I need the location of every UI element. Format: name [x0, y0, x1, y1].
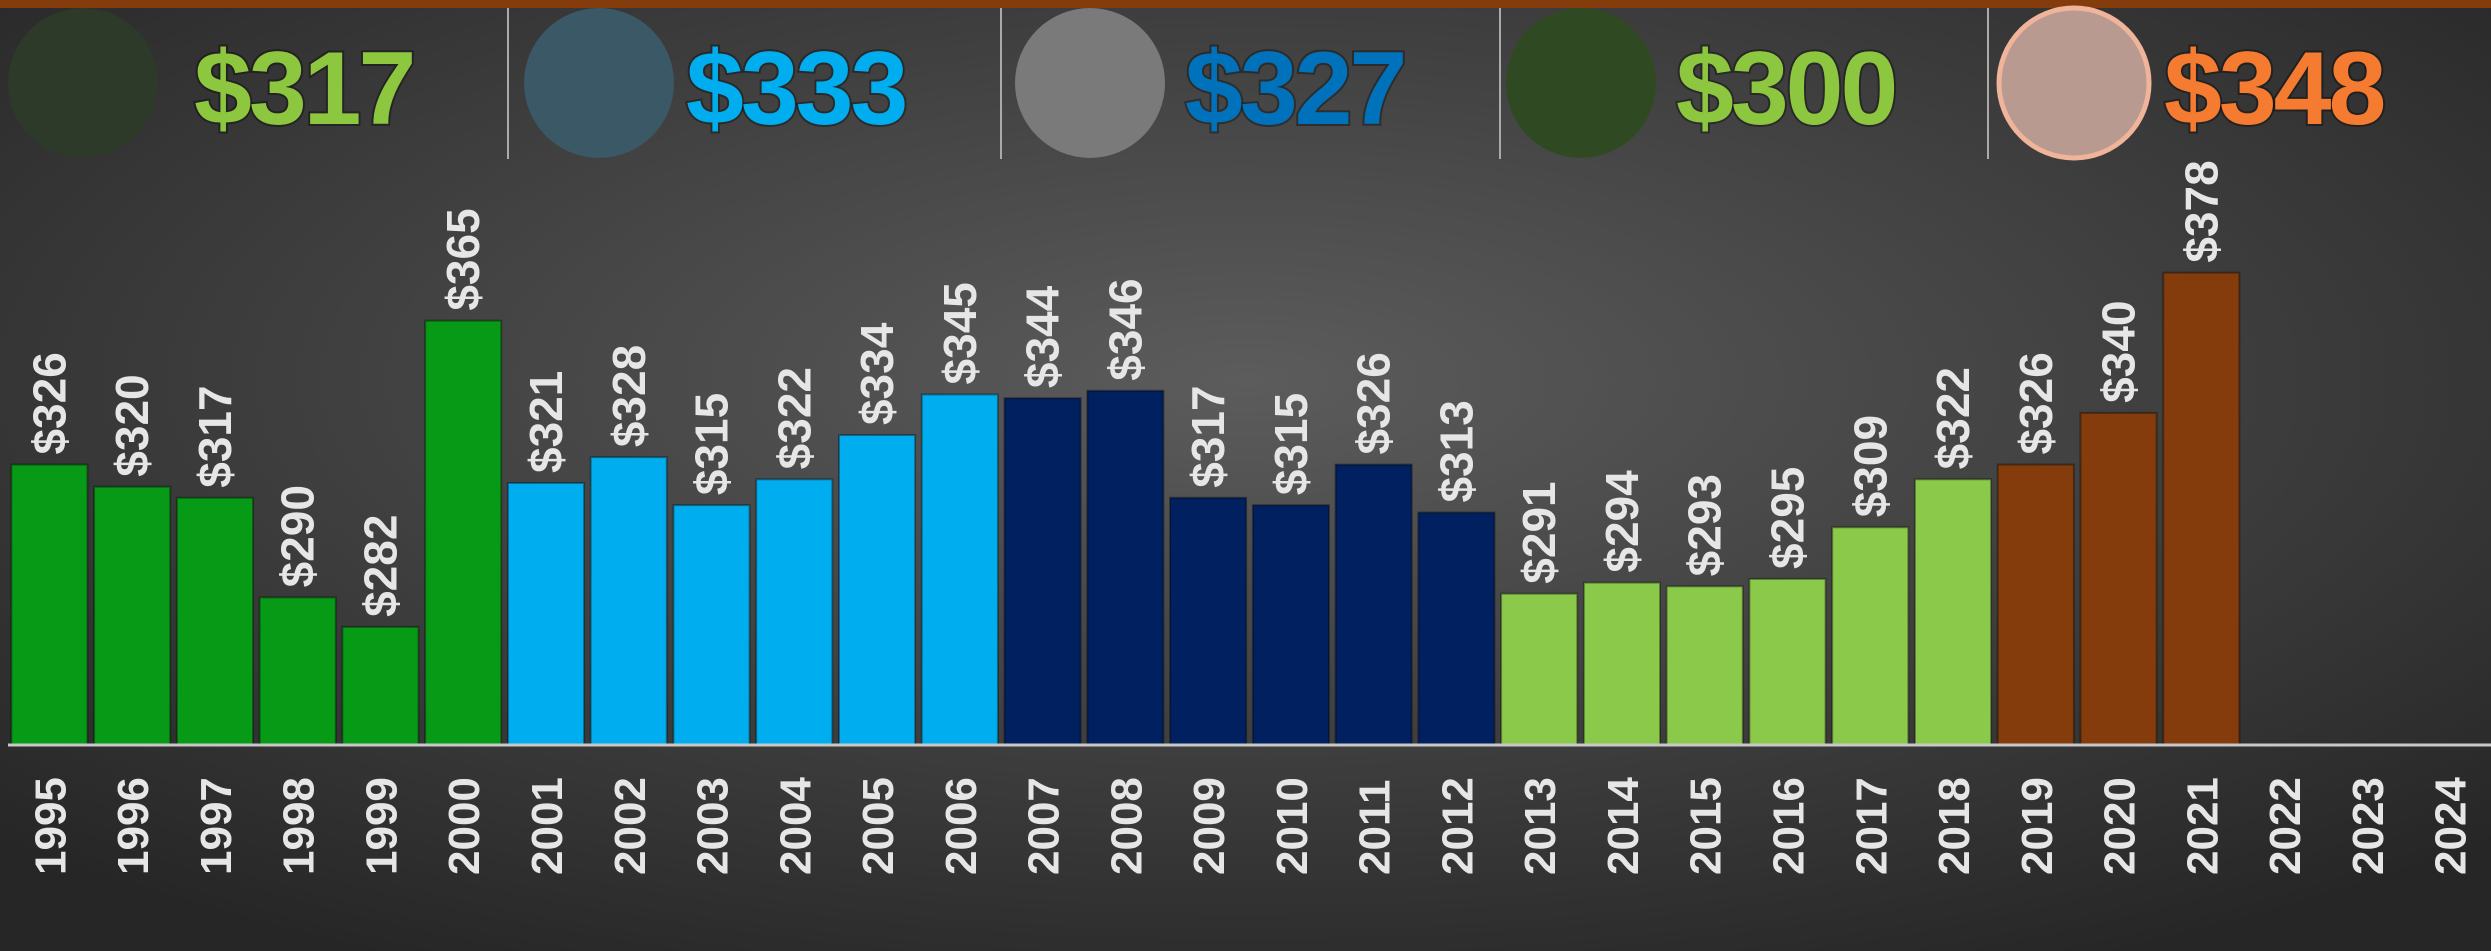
x-tick-label: 2024 [2427, 777, 2476, 875]
x-tick-label: 1998 [275, 777, 324, 875]
x-tick-label: 2006 [937, 777, 986, 875]
term-average: $348 [2164, 31, 2384, 147]
bar [1169, 496, 1248, 746]
x-tick-label: 2012 [1433, 777, 1482, 875]
bar [93, 485, 172, 746]
value-label: $334 [851, 322, 903, 425]
president-photo [8, 8, 158, 158]
bar [1582, 581, 1662, 747]
president-photo [524, 8, 674, 158]
x-tick-label: 1995 [26, 777, 75, 875]
x-tick-label: 1996 [109, 777, 158, 875]
bar [506, 482, 586, 746]
x-tick-label: 2007 [1020, 777, 1069, 875]
value-label: $294 [1596, 470, 1648, 573]
bar [1831, 526, 1910, 746]
bar [1334, 463, 1413, 746]
x-tick-label: 2015 [1682, 777, 1731, 875]
value-label: $326 [1348, 352, 1400, 454]
bar [755, 478, 834, 746]
value-label: $295 [1761, 467, 1813, 569]
value-label: $378 [2175, 160, 2227, 262]
value-label: $346 [1099, 278, 1151, 380]
photos [8, 5, 2152, 161]
value-label: $340 [2093, 301, 2145, 403]
x-tick-label: 2011 [1351, 780, 1400, 875]
value-label: $291 [1513, 481, 1565, 583]
bar [672, 504, 751, 746]
bar [1748, 577, 1827, 747]
president-photo [1015, 8, 1165, 158]
bar [1500, 592, 1579, 747]
x-tick-label: 2010 [1268, 777, 1317, 875]
president-photo [1996, 5, 2152, 161]
value-label: $320 [106, 374, 158, 476]
x-tick-label: 1997 [192, 777, 241, 875]
bar [2162, 271, 2241, 746]
bar [10, 463, 89, 746]
value-label: $317 [189, 385, 241, 487]
value-label: $322 [1927, 367, 1979, 469]
value-label: $322 [768, 367, 820, 469]
x-tick-label: 2014 [1599, 777, 1648, 875]
bar [920, 393, 999, 746]
value-label: $313 [1430, 400, 1482, 502]
x-tick-label: 2020 [2096, 777, 2145, 875]
bar [1417, 511, 1496, 747]
value-label: $328 [603, 345, 655, 447]
value-label: $290 [272, 485, 324, 587]
bar [341, 625, 420, 746]
x-tick-label: 2017 [1847, 777, 1896, 875]
bar [2079, 411, 2158, 746]
x-tick-label: 2003 [689, 777, 738, 875]
bar [1913, 478, 1993, 746]
term-average: $300 [1676, 31, 1895, 147]
x-tick-label: 2009 [1185, 777, 1234, 875]
value-label: $326 [2010, 352, 2062, 454]
x-tick-label: 2002 [606, 777, 655, 875]
x-tick-label: 2023 [2344, 777, 2393, 875]
bar [589, 456, 668, 746]
value-label: $315 [686, 393, 738, 495]
bar [1996, 463, 2075, 746]
x-tick-label: 2021 [2178, 777, 2227, 875]
x-tick-label: 2001 [523, 777, 572, 875]
dividers [507, 8, 1989, 159]
value-label: $365 [437, 208, 489, 310]
x-tick-label: 2019 [2013, 777, 2062, 875]
x-tick-label: 2018 [1930, 777, 1979, 875]
term-average: $327 [1185, 31, 1404, 147]
term-average: $333 [686, 31, 906, 147]
bar [1665, 585, 1744, 747]
bar [1086, 389, 1165, 746]
value-label: $344 [1017, 285, 1069, 388]
value-label: $315 [1265, 393, 1317, 495]
value-label: $317 [1182, 385, 1234, 487]
value-label: $309 [1844, 415, 1896, 517]
bar [424, 319, 503, 746]
term-average: $317 [194, 31, 413, 147]
x-tick-label: 2004 [771, 777, 820, 875]
x-tick-label: 1999 [357, 777, 406, 875]
top-bar [0, 0, 2491, 8]
value-label: $293 [1679, 474, 1731, 576]
bar [837, 434, 917, 746]
x-tick-label: 2008 [1102, 777, 1151, 875]
value-label: $282 [354, 515, 406, 617]
bar [258, 596, 337, 747]
bar [1251, 504, 1330, 746]
bar [175, 496, 254, 746]
x-tick-label: 2022 [2261, 777, 2310, 875]
x-tick-label: 2005 [854, 777, 903, 875]
value-label: $326 [23, 352, 75, 454]
x-tick-label: 2013 [1516, 777, 1565, 875]
president-photo [1506, 8, 1656, 158]
x-tick-label: 2000 [440, 777, 489, 875]
bar [1003, 397, 1082, 746]
value-label: $321 [520, 371, 572, 473]
x-tick-label: 2016 [1764, 777, 1813, 875]
value-label: $345 [934, 282, 986, 384]
